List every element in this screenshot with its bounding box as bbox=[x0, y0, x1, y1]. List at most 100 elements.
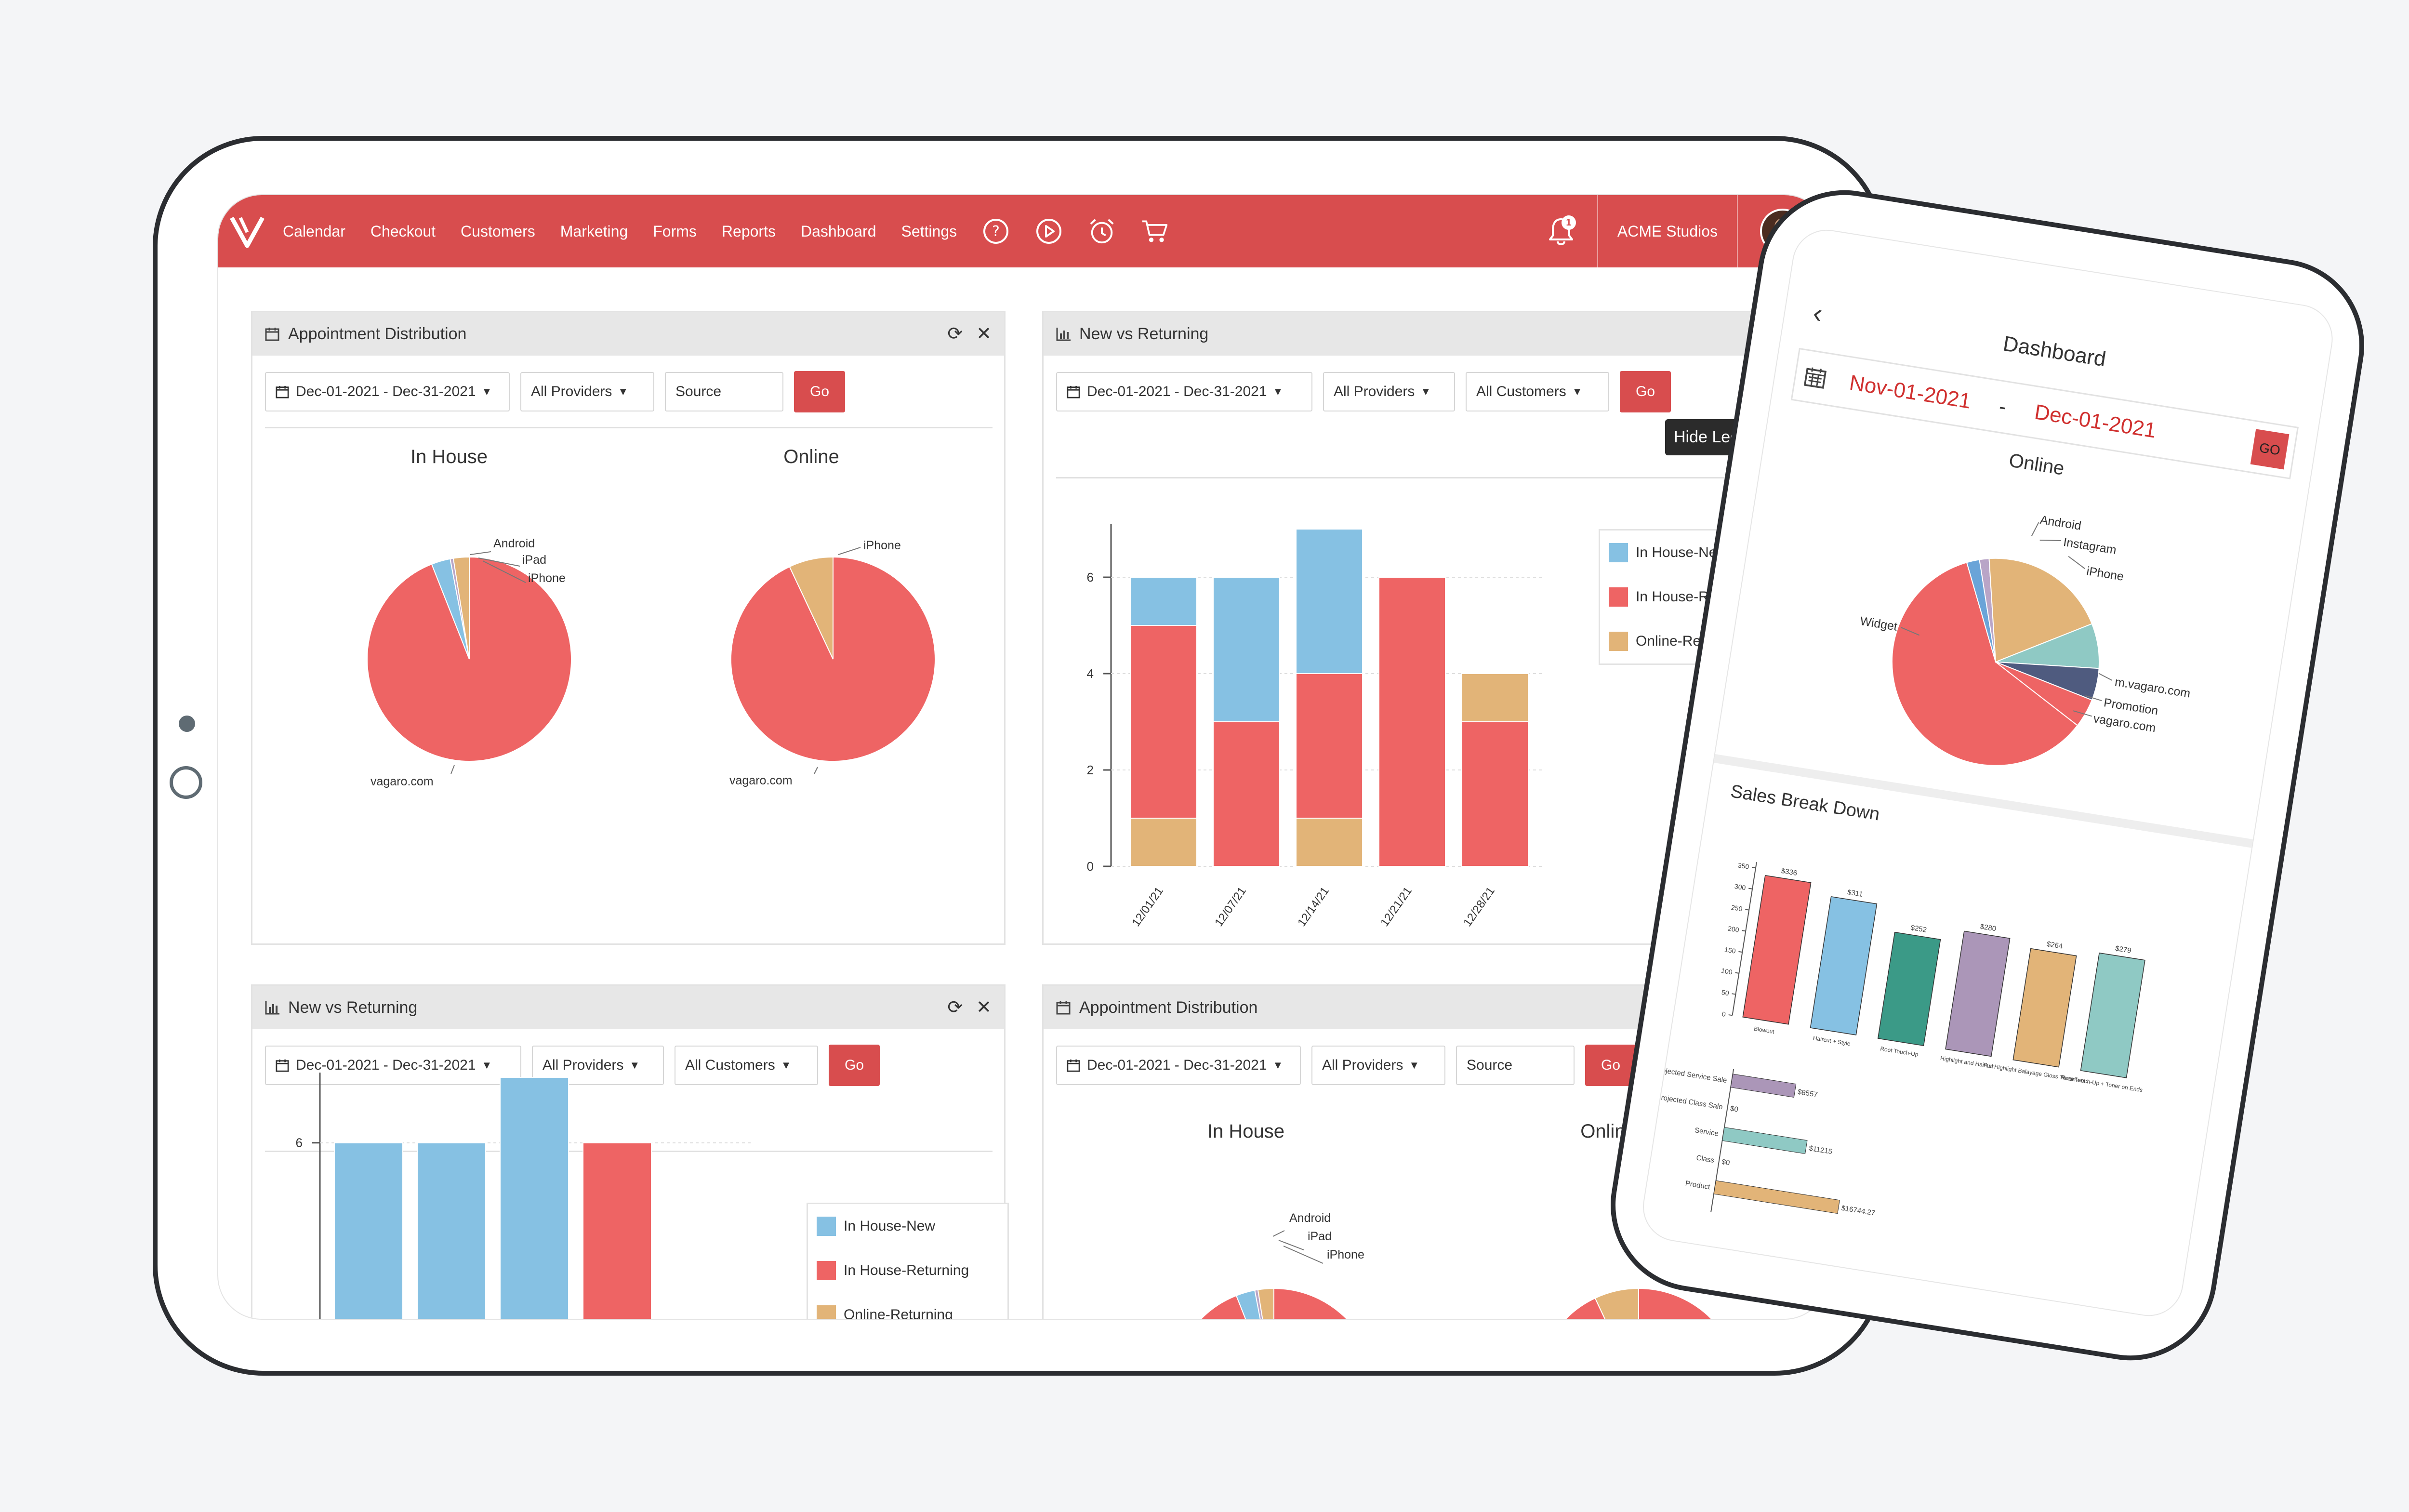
go-button[interactable]: Go bbox=[829, 1045, 880, 1086]
refresh-icon[interactable]: ⟳ bbox=[947, 997, 963, 1018]
pie-slice-iphone[interactable] bbox=[1594, 1287, 1639, 1319]
bar-segment[interactable] bbox=[1461, 721, 1529, 867]
nav-divider bbox=[1597, 195, 1598, 267]
pie-slice-iphone[interactable] bbox=[789, 556, 834, 660]
date-range-dropdown[interactable]: Dec-01-2021 - Dec-31-2021 ▼ bbox=[1056, 372, 1312, 411]
legend-item[interactable]: In House-Returning bbox=[808, 1248, 1007, 1293]
pie-slice-widget[interactable] bbox=[1877, 553, 2100, 779]
calendar-icon bbox=[1067, 1059, 1080, 1072]
x-tick-label: 12/21/21 bbox=[1378, 885, 1415, 929]
bar-segment[interactable] bbox=[1296, 673, 1363, 819]
category-label: Projected Service Sale bbox=[1654, 1065, 1728, 1085]
bar-segment[interactable] bbox=[1213, 577, 1280, 722]
cart-icon[interactable] bbox=[1141, 217, 1169, 245]
chevron-down-icon: ▼ bbox=[618, 385, 629, 398]
online-title: Online bbox=[783, 446, 839, 467]
bar-segment[interactable] bbox=[1213, 721, 1280, 867]
nav-forms[interactable]: Forms bbox=[653, 222, 697, 240]
play-icon[interactable] bbox=[1035, 217, 1063, 245]
go-button[interactable]: Go bbox=[794, 371, 845, 412]
date-range-dropdown[interactable]: Dec-01-2021 - Dec-31-2021 ▼ bbox=[1056, 1046, 1301, 1085]
customers-dropdown[interactable]: All Customers ▼ bbox=[675, 1046, 818, 1085]
calendar-icon bbox=[276, 1059, 289, 1072]
date-range-value: Dec-01-2021 - Dec-31-2021 bbox=[296, 1057, 476, 1073]
pie-slice-iphone[interactable] bbox=[1973, 556, 2100, 676]
providers-dropdown[interactable]: All Providers ▼ bbox=[1323, 372, 1455, 411]
y-tick-label: 250 bbox=[1731, 903, 1743, 913]
pie-label: vagaro.com bbox=[729, 774, 793, 787]
bar-segment[interactable] bbox=[1461, 673, 1529, 722]
chevron-down-icon: ▼ bbox=[1272, 385, 1284, 398]
bar-segment[interactable] bbox=[1296, 818, 1363, 867]
new-vs-returning-widget-2: New vs Returning ⟳ ✕ Dec-01-2021 - Dec-3… bbox=[251, 984, 1009, 1319]
bar-chart-icon bbox=[265, 999, 281, 1016]
bar-segment[interactable] bbox=[1130, 625, 1197, 819]
providers-dropdown[interactable]: All Providers ▼ bbox=[520, 372, 654, 411]
close-icon[interactable]: ✕ bbox=[976, 997, 992, 1018]
calendar-icon bbox=[1067, 385, 1080, 398]
pie-label: Android bbox=[493, 537, 535, 550]
source-input[interactable]: Source bbox=[665, 372, 783, 411]
date-range-dropdown[interactable]: Dec-01-2021 - Dec-31-2021 ▼ bbox=[265, 1046, 521, 1085]
refresh-icon[interactable]: ⟳ bbox=[947, 324, 963, 344]
sales-bar-chart: 050100150200250300350$336Blowout$311Hair… bbox=[1721, 861, 2145, 1093]
bell-icon[interactable]: 1 bbox=[1544, 214, 1578, 248]
go-button[interactable]: Go bbox=[1585, 1045, 1636, 1086]
help-icon[interactable]: ? bbox=[982, 217, 1010, 245]
providers-value: All Providers bbox=[1334, 384, 1415, 399]
source-input[interactable]: Source bbox=[1456, 1046, 1575, 1085]
nav-checkout[interactable]: Checkout bbox=[370, 222, 436, 240]
pie-charts-svg bbox=[366, 547, 936, 774]
sales-bar[interactable] bbox=[2012, 948, 2077, 1068]
legend-item[interactable]: In House-New bbox=[808, 1204, 1007, 1248]
calendar-icon bbox=[1803, 365, 1827, 389]
vagaro-logo[interactable] bbox=[225, 209, 269, 253]
bar-segment[interactable] bbox=[1378, 577, 1446, 867]
y-tick-label: 6 bbox=[1087, 570, 1094, 584]
bar-segment[interactable] bbox=[582, 1142, 652, 1319]
tablet-home-button[interactable] bbox=[170, 766, 202, 799]
x-tick-label: 12/07/21 bbox=[1212, 885, 1249, 929]
sales-bar[interactable] bbox=[1742, 875, 1812, 1025]
go-button[interactable]: Go bbox=[1620, 371, 1671, 412]
providers-value: All Providers bbox=[1322, 1057, 1403, 1073]
bar-segment[interactable] bbox=[500, 1077, 569, 1319]
customers-dropdown[interactable]: All Customers ▼ bbox=[1466, 372, 1609, 411]
nav-dashboard[interactable]: Dashboard bbox=[800, 222, 876, 240]
appointment-distribution-widget: Appointment Distribution ⟳ ✕ Dec-01-2021… bbox=[251, 311, 1006, 945]
bar-segment[interactable] bbox=[1296, 529, 1363, 674]
sales-bar[interactable] bbox=[1877, 931, 1941, 1047]
alarm-icon[interactable] bbox=[1088, 217, 1116, 245]
pie-slice-iphone[interactable] bbox=[452, 556, 470, 660]
x-tick-label: Blowout bbox=[1753, 1025, 1775, 1035]
nav-marketing[interactable]: Marketing bbox=[560, 222, 628, 240]
sales-hbar[interactable] bbox=[1722, 1127, 1808, 1154]
sales-bar[interactable] bbox=[2080, 952, 2145, 1078]
pie-slice-vagaro-com[interactable] bbox=[1988, 661, 2095, 727]
online-pie-2 bbox=[1565, 1287, 1712, 1319]
widget-title: New vs Returning bbox=[288, 998, 418, 1017]
pie-slice-iphone[interactable] bbox=[1257, 1287, 1274, 1319]
nav-reports[interactable]: Reports bbox=[721, 222, 776, 240]
nav-settings[interactable]: Settings bbox=[901, 222, 957, 240]
nav-customers[interactable]: Customers bbox=[461, 222, 535, 240]
divider bbox=[265, 427, 993, 428]
date-range-dropdown[interactable]: Dec-01-2021 - Dec-31-2021 ▼ bbox=[265, 372, 510, 411]
pie-label: iPhone bbox=[528, 571, 566, 585]
providers-dropdown[interactable]: All Providers ▼ bbox=[1311, 1046, 1445, 1085]
sales-bar[interactable] bbox=[1810, 896, 1878, 1035]
phone-date-range[interactable]: Nov-01-2021 - Dec-01-2021 GO bbox=[1790, 347, 2299, 479]
close-icon[interactable]: ✕ bbox=[976, 324, 992, 344]
bar-segment[interactable] bbox=[1130, 577, 1197, 626]
nav-calendar[interactable]: Calendar bbox=[283, 222, 345, 240]
legend-item[interactable]: Online-Returning bbox=[808, 1293, 1007, 1319]
sales-bar[interactable] bbox=[1945, 930, 2011, 1057]
bar-segment[interactable] bbox=[1130, 818, 1197, 867]
stacked-bar-chart-2: 6 bbox=[296, 1073, 754, 1319]
y-axis bbox=[1732, 862, 1757, 1016]
bar-segment[interactable] bbox=[417, 1142, 486, 1319]
sales-hbar[interactable] bbox=[1713, 1180, 1840, 1214]
studio-name[interactable]: ACME Studios bbox=[1617, 222, 1718, 240]
bar-segment[interactable] bbox=[334, 1142, 403, 1319]
sales-hbar[interactable] bbox=[1730, 1074, 1797, 1098]
